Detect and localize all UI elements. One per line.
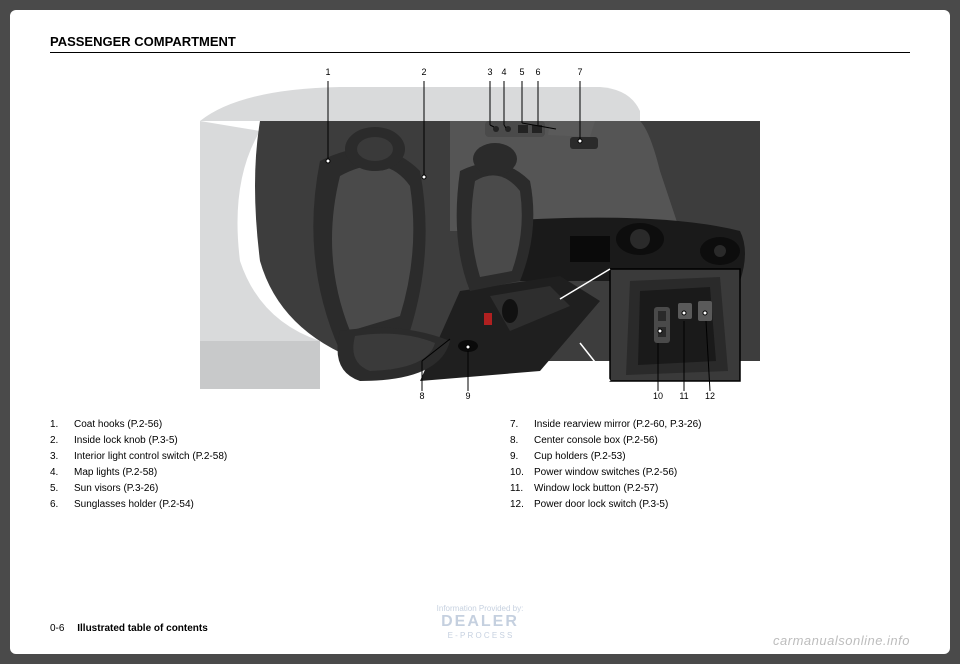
callout-number: 3 (487, 67, 492, 77)
page: PASSENGER COMPARTMENT 1234567 (10, 10, 950, 654)
list-item-text: Power door lock switch (P.3-5) (534, 497, 668, 513)
list-item-number: 1. (50, 417, 68, 433)
callout-number: 11 (679, 391, 688, 401)
list-item-number: 6. (50, 497, 68, 513)
watermark-sub-text: E - P R O C E S S (380, 631, 580, 640)
list-item-number: 8. (510, 433, 528, 449)
list-item: 11. Window lock button (P.2-57) (510, 481, 910, 497)
callout-number: 4 (501, 67, 506, 77)
callout-number: 8 (419, 391, 424, 401)
list-item-number: 2. (50, 433, 68, 449)
list-item-number: 3. (50, 449, 68, 465)
reference-list: 1. Coat hooks (P.2-56) 2. Inside lock knob … (50, 417, 910, 513)
watermark-main-text: DEALER (380, 613, 580, 631)
page-footer: 0-6 Illustrated table of contents (50, 623, 208, 634)
callout-number: 9 (465, 391, 470, 401)
list-item-text: Power window switches (P.2-56) (534, 465, 677, 481)
list-item-number: 4. (50, 465, 68, 481)
callout-number: 7 (577, 67, 582, 77)
dealer-watermark: Information Provided by: DEALER E - P R … (380, 604, 580, 640)
callout-number: 6 (535, 67, 540, 77)
list-item: 4. Map lights (P.2-58) (50, 465, 450, 481)
diagram-container: 1234567 (200, 67, 760, 405)
callout-numbers-top: 1 2 34 5 6 7 (200, 67, 760, 81)
list-item-text: Cup holders (P.2-53) (534, 449, 626, 465)
page-number: 0-6 (50, 623, 64, 634)
list-item-text: Inside rearview mirror (P.2-60, P.3-26) (534, 417, 701, 433)
list-item-text: Window lock button (P.2-57) (534, 481, 658, 497)
list-item: 8. Center console box (P.2-56) (510, 433, 910, 449)
interior-diagram (200, 81, 760, 391)
list-item-number: 7. (510, 417, 528, 433)
list-item-text: Inside lock knob (P.3-5) (74, 433, 178, 449)
list-item-text: Sun visors (P.3-26) (74, 481, 158, 497)
list-item-number: 9. (510, 449, 528, 465)
list-item-number: 12. (510, 497, 528, 513)
list-item-text: Coat hooks (P.2-56) (74, 417, 162, 433)
callout-number: 5 (519, 67, 524, 77)
callout-number: 10 (653, 391, 663, 401)
list-item: 9. Cup holders (P.2-53) (510, 449, 910, 465)
list-item: 1. Coat hooks (P.2-56) (50, 417, 450, 433)
list-item-text: Map lights (P.2-58) (74, 465, 157, 481)
list-item: 5. Sun visors (P.3-26) (50, 481, 450, 497)
list-item: 2. Inside lock knob (P.3-5) (50, 433, 450, 449)
list-item-number: 5. (50, 481, 68, 497)
footer-title: Illustrated table of contents (77, 623, 208, 634)
list-item: 7. Inside rearview mirror (P.2-60, P.3-26… (510, 417, 910, 433)
source-url-watermark: carmanualsonline.info (773, 633, 910, 648)
callout-number: 2 (421, 67, 426, 77)
callout-number: 1 (325, 67, 330, 77)
callout-numbers-bottom: 8 9 10 11 12 (200, 391, 760, 405)
list-item: 6. Sunglasses holder (P.2-54) (50, 497, 450, 513)
list-item-number: 10. (510, 465, 528, 481)
list-item-number: 11. (510, 481, 528, 497)
list-column-right: 7. Inside rearview mirror (P.2-60, P.3-26… (510, 417, 910, 513)
callout-number: 12 (705, 391, 715, 401)
list-item: 12. Power door lock switch (P.3-5) (510, 497, 910, 513)
list-item-text: Interior light control switch (P.2-58) (74, 449, 227, 465)
list-item-text: Center console box (P.2-56) (534, 433, 658, 449)
list-column-left: 1. Coat hooks (P.2-56) 2. Inside lock knob … (50, 417, 450, 513)
list-item-text: Sunglasses holder (P.2-54) (74, 497, 194, 513)
list-item: 10. Power window switches (P.2-56) (510, 465, 910, 481)
watermark-top-text: Information Provided by: (380, 604, 580, 613)
list-item: 3. Interior light control switch (P.2-58) (50, 449, 450, 465)
section-heading: PASSENGER COMPARTMENT (50, 34, 910, 53)
